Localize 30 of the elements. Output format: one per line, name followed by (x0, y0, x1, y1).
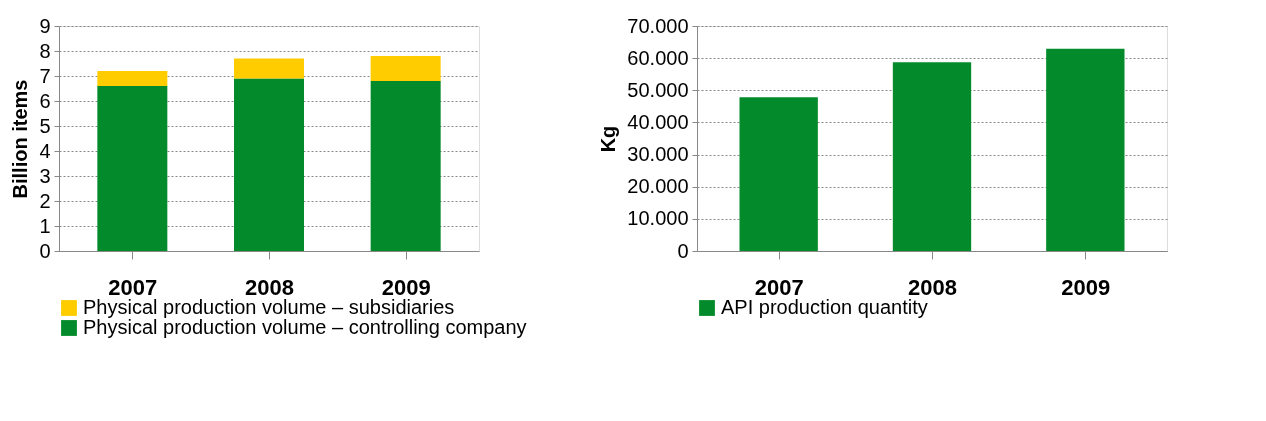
y-tick-label: 6 (39, 89, 51, 112)
bar (234, 78, 304, 251)
y-axis-title: Kg (597, 125, 620, 153)
y-tick-label: 4 (39, 139, 51, 162)
bar (370, 81, 441, 251)
bar (234, 58, 304, 79)
y-tick-label: 60.000 (627, 46, 689, 69)
y-tick-label: 8 (39, 39, 51, 62)
y-tick-label: 7 (39, 64, 51, 87)
y-tick-label: 0 (39, 239, 51, 262)
y-tick-label: 3 (39, 164, 51, 187)
y-tick-label: 0 (677, 239, 689, 262)
y-tick-label: 10.000 (627, 207, 689, 230)
y-tick-label: 30.000 (627, 143, 689, 166)
y-tick-label: 9 (39, 14, 51, 37)
y-axis-title: Billion items (9, 79, 32, 199)
bar (739, 97, 818, 251)
y-tick-label: 5 (39, 114, 51, 137)
y-tick-label: 2 (39, 189, 51, 212)
x-tick-label: 2009 (1061, 274, 1111, 300)
y-tick-label: 20.000 (627, 175, 689, 198)
y-tick-label: 40.000 (627, 110, 689, 133)
bar (97, 86, 168, 251)
y-tick-label: 70.000 (627, 14, 689, 37)
y-tick-label: 1 (39, 214, 51, 237)
bar (97, 71, 168, 86)
bar (1046, 48, 1125, 251)
bar (370, 56, 441, 81)
y-tick-label: 50.000 (627, 78, 689, 101)
bar (892, 62, 972, 251)
